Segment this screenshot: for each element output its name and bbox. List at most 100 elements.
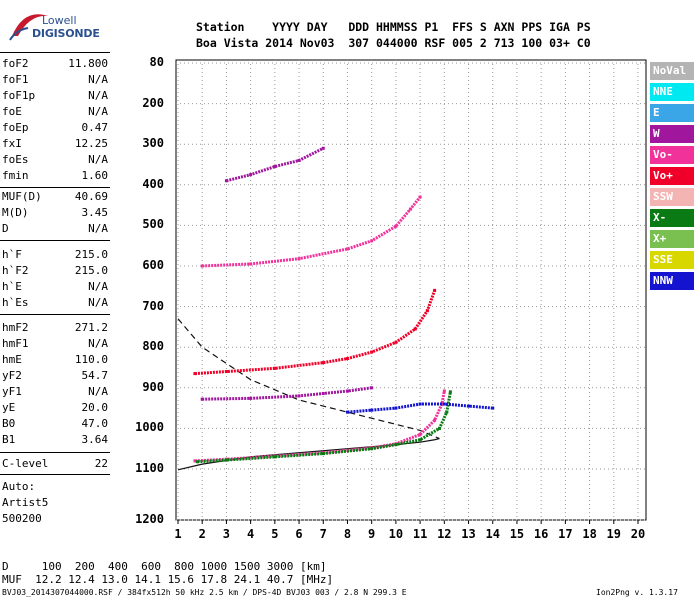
param-row-md: M(D) 3.45 [2, 206, 108, 222]
echo-trace [226, 146, 324, 183]
logo-digisonde-text: DIGISONDE [32, 27, 100, 40]
echo-point [433, 288, 437, 292]
y-tick-label: 700 [142, 298, 164, 313]
param-value: N/A [88, 89, 108, 102]
legend-item: W [650, 125, 694, 143]
echo-point [297, 257, 301, 261]
echo-point [193, 459, 197, 463]
y-tick-label: 600 [142, 258, 164, 272]
echo-point [418, 438, 422, 442]
param-separator [0, 314, 110, 315]
param-row-B1: B1 3.64 [2, 433, 108, 449]
echo-point [418, 402, 422, 406]
muf-distance-row: D 100 200 400 600 800 1000 1500 3000 [km… [2, 560, 327, 573]
param-row-yE: yE 20.0 [2, 401, 108, 417]
auto-code: 500200 [2, 512, 108, 528]
param-row-hF: h`F 215.0 [2, 248, 108, 264]
x-tick-label: 20 [630, 527, 646, 541]
echo-point [370, 350, 374, 354]
x-tick-label: 13 [461, 527, 476, 541]
x-tick-label: 6 [295, 527, 303, 541]
param-value: 40.69 [74, 190, 108, 203]
echo-point [394, 406, 398, 410]
x-tick-label: 19 [606, 527, 621, 541]
echo-point [195, 460, 199, 464]
legend-item: NoVal [650, 62, 694, 80]
echo-point [200, 264, 204, 268]
param-row-fxI: fxI 12.25 [2, 137, 108, 153]
echo-point [467, 404, 471, 408]
param-value: N/A [88, 73, 108, 86]
param-name: foF1p [2, 89, 36, 102]
x-tick-label: 9 [368, 527, 376, 541]
x-tick-label: 15 [509, 527, 525, 541]
echo-point [437, 426, 441, 430]
muf-value-row: MUF 12.2 12.4 13.0 14.1 15.6 17.8 24.1 4… [2, 573, 334, 586]
param-separator [0, 187, 110, 188]
param-row-clevel: C-level 22 [2, 457, 108, 473]
param-name: hmE [2, 353, 22, 366]
param-row-foF1: foF1 N/A [2, 73, 108, 89]
echo-point [345, 247, 349, 251]
echo-point [442, 402, 446, 406]
x-tick-label: 12 [437, 527, 452, 541]
echo-point [321, 146, 325, 150]
param-value: 215.0 [74, 264, 108, 277]
param-row-hmF2: hmF2 271.2 [2, 321, 108, 337]
echo-point [370, 408, 374, 412]
x-tick-label: 5 [271, 527, 279, 541]
param-name: foF2 [2, 57, 29, 70]
x-tick-label: 17 [558, 527, 573, 541]
echo-point [425, 309, 429, 313]
virtual-height-curve [177, 318, 440, 440]
echo-point [491, 406, 495, 410]
x-tick-label: 4 [247, 527, 255, 541]
param-name: foEp [2, 121, 29, 134]
echo-point [448, 390, 452, 394]
param-row-foF1p: foF1p N/A [2, 89, 108, 105]
y-tick-label: 900 [142, 379, 164, 394]
echo-point [394, 340, 398, 344]
parameter-panel: foF2 11.800 foF1 N/A foF1p N/A foE N/A foEp 0… [0, 0, 112, 600]
param-value: 1.60 [81, 169, 109, 182]
digisonde-logo: Lowell DIGISONDE [6, 6, 100, 46]
param-name: fxI [2, 137, 22, 150]
param-name: B1 [2, 433, 16, 446]
param-value: 0.47 [81, 121, 109, 134]
y-tick-label: 800 [142, 339, 164, 354]
y-tick-label: 500 [142, 217, 164, 232]
legend-item: NNE [650, 83, 694, 101]
echo-point [418, 195, 422, 199]
param-name: C-level [2, 457, 49, 470]
legend-item: X- [650, 209, 694, 227]
param-row-yF2: yF2 54.7 [2, 369, 108, 385]
y-tick-label: 1100 [135, 461, 164, 475]
echo-point [345, 410, 349, 414]
echo-trace [194, 289, 437, 376]
echo-point [297, 158, 301, 162]
param-name: fmin [2, 169, 29, 182]
echo-point [321, 361, 325, 365]
station-header-values: Boa Vista 2014 Nov03 307 044000 RSF 005 … [196, 36, 591, 50]
echo-point [370, 386, 374, 390]
param-name: foEs [2, 153, 29, 166]
legend-item: E [650, 104, 694, 122]
param-name: h`E [2, 280, 22, 293]
auto-line: 500200 [2, 512, 42, 525]
echo-point [224, 370, 228, 374]
y-tick-label: 80 [149, 55, 164, 69]
param-name: M(D) [2, 206, 29, 219]
param-row-hEs: h`Es N/A [2, 296, 108, 312]
y-tick-label: 1200 [135, 512, 164, 526]
param-name: foF1 [2, 73, 29, 86]
echo-point [370, 239, 374, 243]
param-separator [0, 452, 110, 453]
param-name: h`Es [2, 296, 29, 309]
echo-point [224, 179, 228, 183]
echo-point [394, 224, 398, 228]
echo-point [321, 391, 325, 395]
param-row-mufd: MUF(D) 40.69 [2, 190, 108, 206]
echo-point [297, 394, 301, 398]
station-header-labels: Station YYYY DAY DDD HHMMSS P1 FFS S AXN… [196, 20, 591, 34]
echo-trace [202, 196, 422, 268]
